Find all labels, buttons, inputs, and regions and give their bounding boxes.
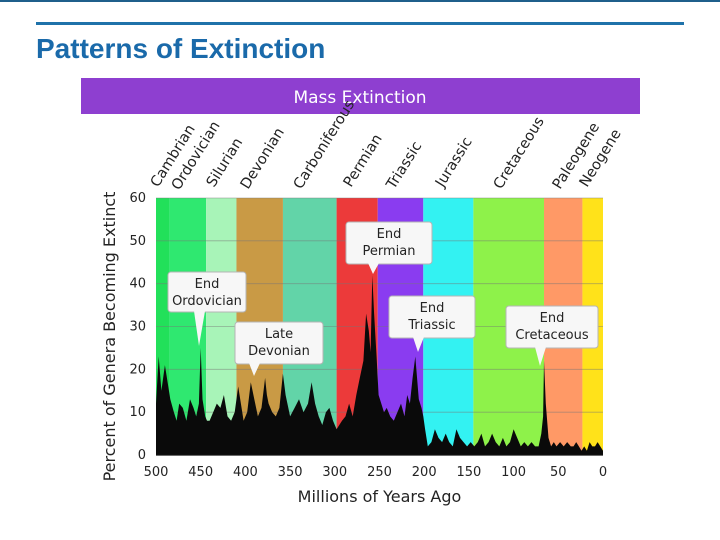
- chart-svg: Mass Extinction End Ordovician Late Devonia…: [81, 78, 640, 515]
- mass-extinction-chart: Mass Extinction End Ordovician Late Devonia…: [81, 78, 640, 515]
- callout-end-ordovician: End Ordovician: [167, 271, 247, 346]
- callout-end-cretaceous: End Cretaceous: [505, 305, 599, 366]
- callout-line: Permian: [363, 244, 416, 259]
- y-tick-10: 10: [129, 405, 146, 420]
- callout-line: End: [195, 277, 220, 292]
- callout-end-permian: End Permian: [345, 221, 433, 274]
- y-tick-40: 40: [129, 277, 146, 292]
- x-tick-50: 50: [550, 465, 567, 480]
- x-tick-500: 500: [144, 465, 169, 480]
- callout-line: Cretaceous: [515, 328, 589, 343]
- x-tick-0: 0: [599, 465, 607, 480]
- callout-line: End: [377, 227, 402, 242]
- callout-box: [388, 295, 476, 339]
- y-tick-50: 50: [129, 234, 146, 249]
- callout-pointer: [368, 263, 379, 274]
- callout-end-triassic: End Triassic: [388, 295, 476, 352]
- callout-line: Devonian: [248, 344, 310, 359]
- callout-pointer: [413, 337, 424, 352]
- x-tick-150: 150: [456, 465, 481, 480]
- callout-line: Late: [265, 327, 293, 342]
- callout-line: Triassic: [407, 318, 455, 333]
- chart-title: Mass Extinction: [293, 88, 426, 108]
- x-tick-300: 300: [322, 465, 347, 480]
- x-tick-100: 100: [501, 465, 526, 480]
- slide-title: Patterns of Extinction: [36, 33, 326, 64]
- callout-line: Ordovician: [172, 294, 242, 309]
- x-axis-title: Millions of Years Ago: [298, 487, 462, 506]
- y-tick-labels: 0 10 20 30 40 50 60: [129, 191, 146, 463]
- y-tick-30: 30: [129, 320, 146, 335]
- x-tick-450: 450: [188, 465, 213, 480]
- callout-pointer: [194, 311, 205, 346]
- callout-pointer: [249, 363, 260, 376]
- x-tick-350: 350: [278, 465, 303, 480]
- event-callouts: End Ordovician Late Devonian End Permian End Tr…: [167, 221, 599, 376]
- title-rule: [36, 22, 684, 25]
- callout-box: [234, 321, 324, 365]
- callout-box: [345, 221, 433, 265]
- callout-late-devonian: Late Devonian: [234, 321, 324, 376]
- y-tick-60: 60: [129, 191, 146, 206]
- x-tick-250: 250: [367, 465, 392, 480]
- y-tick-0: 0: [138, 448, 146, 463]
- x-tick-400: 400: [233, 465, 258, 480]
- callout-line: End: [420, 301, 445, 316]
- y-axis-title: Percent of Genera Becoming Extinct: [100, 192, 119, 482]
- callout-box: [167, 271, 247, 313]
- top-rule: [0, 0, 720, 2]
- extinction-area: [156, 275, 603, 455]
- chart-banner: [81, 78, 640, 114]
- y-tick-20: 20: [129, 362, 146, 377]
- callout-box: [505, 305, 599, 349]
- x-tick-200: 200: [412, 465, 437, 480]
- callout-pointer: [535, 347, 546, 366]
- callout-line: End: [540, 311, 565, 326]
- x-tick-labels: 500 450 400 350 300 250 200 150 100 50 0: [144, 465, 608, 480]
